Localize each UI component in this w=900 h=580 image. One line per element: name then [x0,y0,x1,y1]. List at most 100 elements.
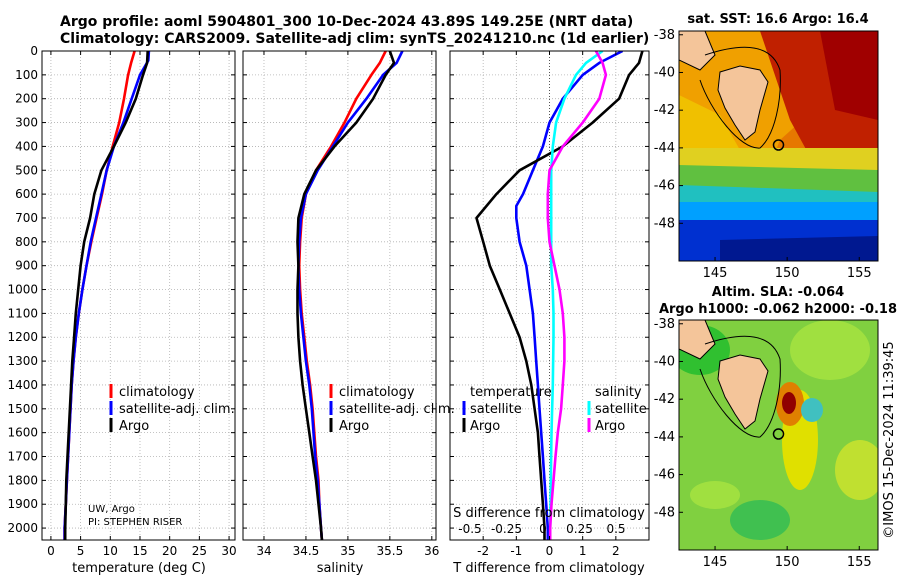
depth-tick-label: 2000 [7,521,38,535]
legend-satellite-label: satellite-adj. clim. [119,402,235,417]
difference-panel: -2 -1 0 1 2 -0.5 -0.25 0 0.25 0.5 S difference fr… [449,50,650,576]
figure-title-line1: Argo profile: aoml 5904801_300 10-Dec-20… [60,14,634,30]
series-line-climatology [297,51,387,540]
depth-tick-label: 300 [15,116,38,130]
sla-map-panel: Altim. SLA: -0.064 Argo h1000: -0.062 h2… [654,285,897,570]
s-tick-label: 0.5 [606,522,625,536]
x-tick-label: 34.5 [293,544,320,558]
depth-tick-label: 900 [15,259,38,273]
map-y-tick-label: -40 [654,65,675,80]
sst-map-panel: sat. SST: 16.6 Argo: 16.4 145 150 155 -38 -4… [654,12,879,281]
legend-s-argo-label: Argo [595,419,625,434]
salinity-legend: climatology satellite-adj. clim. Argo [329,384,455,434]
salinity-xlabel: salinity [317,561,364,576]
depth-tick-label: 1000 [7,283,38,297]
difference-lines [475,51,644,540]
x-tick-label: 0 [546,544,554,558]
legend-salinity-header: salinity [595,385,642,400]
depth-tick-label: 1200 [7,330,38,344]
temperature-lines [63,51,151,540]
imos-credit: ©IMOS 15-Dec-2024 11:39:45 [882,341,897,538]
x-tick-label: 1 [579,544,587,558]
annotation-pi: PI: STEPHEN RISER [88,517,182,528]
annotation-float-owner: UW, Argo [88,504,135,515]
map-x-tick-label: 145 [703,266,728,281]
x-tick-label: 5 [77,544,85,558]
x-tick-label: 2 [612,544,620,558]
series-line-t-satellite [515,51,624,540]
depth-tick-label: 700 [15,211,38,225]
x-tick-label: 34 [256,544,271,558]
temperature-axes-box [41,50,236,541]
x-tick-label: 35 [340,544,355,558]
bathymetry-contour [699,46,781,149]
depth-tick-label: 1500 [7,402,38,416]
depth-tick-label: 1700 [7,450,38,464]
tasmania-island [717,354,769,430]
legend-argo-label: Argo [339,419,369,434]
depth-tick-label: 100 [15,68,38,82]
depth-tick-label: 600 [15,187,38,201]
difference-ticks: -2 -1 0 1 2 -0.5 -0.25 0 0.25 0.5 [450,50,649,558]
temperature-grid [42,50,235,540]
s-tick-label: 0.25 [566,522,593,536]
s-tick-label: -0.25 [491,522,522,536]
sla-green-south [730,500,790,540]
x-tick-label: 36 [424,544,439,558]
difference-legend: temperature satellite Argo salinity sate… [462,385,647,434]
salinity-lines [296,51,404,540]
s-tick-label: 0 [539,522,547,536]
sst-map-field [679,31,878,261]
depth-tick-label: 400 [15,139,38,153]
sst-yellow-patch [679,95,740,160]
x-tick-label: 10 [103,544,118,558]
x-tick-label: 25 [192,544,207,558]
map-y-tick-label: -42 [654,392,675,407]
map-y-tick-label: -42 [654,103,675,118]
legend-s-satellite-label: satellite [595,402,647,417]
sla-map-field [679,320,878,550]
legend-t-satellite-label: satellite [470,402,522,417]
sst-lightblue-band [679,202,878,222]
sst-darkblue-band [720,236,878,261]
series-line-t-argo [475,51,644,540]
depth-tick-label: 1800 [7,473,38,487]
mainland-coast [679,31,716,71]
sla-cold-eddy [801,398,823,422]
bathymetry-contour [699,335,781,438]
legend-t-argo-label: Argo [470,419,500,434]
depth-tick-label: 500 [15,163,38,177]
map-y-tick-label: -48 [654,505,675,520]
map-y-tick-label: -46 [654,179,675,194]
map-y-tick-label: -48 [654,216,675,231]
mainland-coast [679,320,716,360]
tasmania-island [717,65,769,141]
map-y-tick-label: -44 [654,141,675,156]
depth-tick-label: 1900 [7,497,38,511]
x-tick-label: 15 [132,544,147,558]
temperature-panel: 0100200300400500600700800900100011001200… [7,44,236,576]
depth-tick-label: 1400 [7,378,38,392]
sst-map-ticks: 145 150 155 -38 -40 -42 -44 -46 -48 [654,28,872,281]
legend-climatology-label: climatology [339,385,415,400]
temperature-xlabel: temperature (deg C) [72,561,206,576]
map-x-tick-label: 155 [847,266,872,281]
salinity-axes-box [242,50,437,541]
sla-map-frame [678,319,879,551]
salinity-panel: 34 34.5 35 35.5 36 salinity climatology sate… [242,50,455,576]
sst-hottest-region [820,31,878,120]
map-y-tick-label: -46 [654,468,675,483]
series-line-argo [63,51,149,540]
series-line-s-satellite [548,51,604,540]
figure-title-line2: Climatology: CARS2009. Satellite-adj cli… [60,31,650,47]
sla-yellow-patch [835,440,878,500]
s-tick-label: -0.5 [458,522,481,536]
legend-temperature-header: temperature [470,385,552,400]
x-tick-label: 0 [47,544,55,558]
sla-map-title-line1: Altim. SLA: -0.064 [712,285,844,300]
sla-map-ticks: 145 150 155 -38 -40 -42 -44 -46 -48 [654,317,872,570]
x-tick-label: 30 [221,544,236,558]
map-x-tick-label: 155 [847,555,872,570]
sla-map-title-line2: Argo h1000: -0.062 h2000: -0.18 [659,302,897,317]
